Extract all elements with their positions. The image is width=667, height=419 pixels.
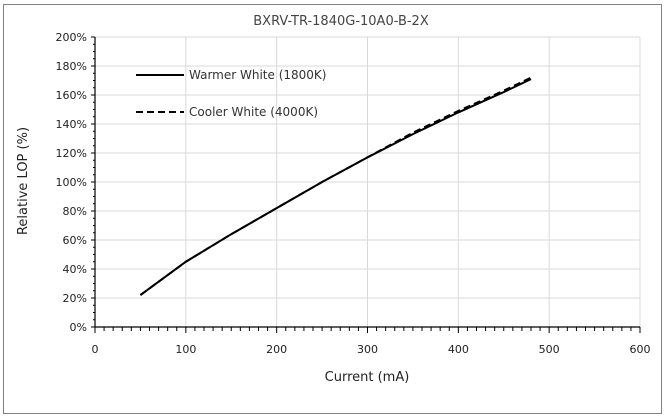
x-axis-title: Current (mA) xyxy=(325,370,410,385)
y-tick-label: 140% xyxy=(56,118,87,131)
y-tick-label: 20% xyxy=(63,292,87,305)
x-tick-label: 300 xyxy=(357,343,378,356)
series-group xyxy=(139,76,532,296)
y-tick-label: 120% xyxy=(56,147,87,160)
legend-label-1: Warmer White (1800K) xyxy=(189,68,326,82)
y-tick-label: 180% xyxy=(56,60,87,73)
y-tick-label: 60% xyxy=(63,234,87,247)
x-tick-label: 100 xyxy=(175,343,196,356)
y-tick-label: 200% xyxy=(56,31,87,44)
chart-frame xyxy=(3,4,662,414)
x-tick-label: 0 xyxy=(92,343,99,356)
y-tick-label: 160% xyxy=(56,89,87,102)
y-tick-label: 40% xyxy=(63,263,87,276)
x-tick-label: 500 xyxy=(539,343,560,356)
legend: Warmer White (1800K) Cooler White (4000K) xyxy=(136,68,326,119)
x-tick-label: 200 xyxy=(266,343,287,356)
grid xyxy=(95,36,641,327)
y-tick-label: 100% xyxy=(56,176,87,189)
series-line-2 xyxy=(139,76,532,296)
y-tick-label: 0% xyxy=(70,321,87,334)
y-axis-title: Relative LOP (%) xyxy=(16,127,31,235)
y-tick-label: 80% xyxy=(63,205,87,218)
legend-label-2: Cooler White (4000K) xyxy=(189,105,318,119)
axes: 0 100 200 300 400 500 600 0% 20% 40% 60% 80% 100% 120… xyxy=(56,31,651,356)
chart-title: BXRV-TR-1840G-10A0-B-2X xyxy=(253,14,429,29)
x-tick-label: 600 xyxy=(630,343,651,356)
x-tick-label: 400 xyxy=(448,343,469,356)
